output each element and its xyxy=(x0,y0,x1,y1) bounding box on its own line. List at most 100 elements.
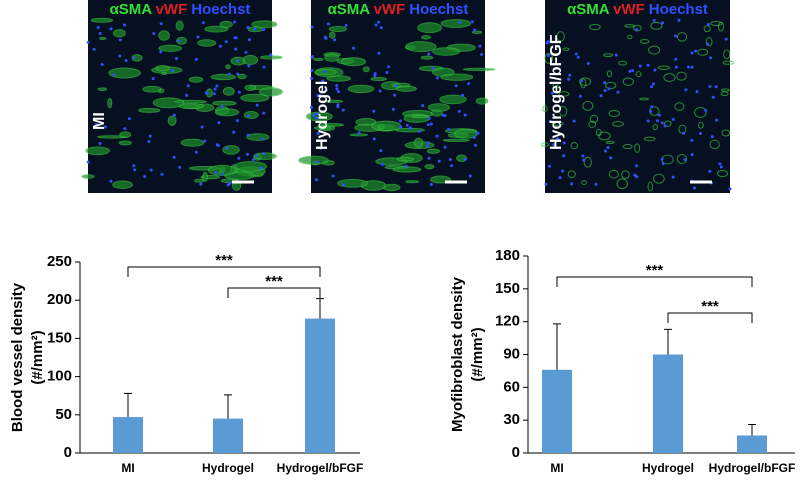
nucleus xyxy=(200,125,204,129)
cell xyxy=(709,139,720,150)
nucleus xyxy=(310,25,314,29)
nucleus xyxy=(427,52,431,56)
cell xyxy=(107,98,113,109)
cell xyxy=(558,91,570,97)
cell xyxy=(219,20,233,29)
y-tick-label: 120 xyxy=(495,313,520,330)
nucleus xyxy=(562,141,566,145)
cell xyxy=(324,53,340,62)
cell xyxy=(639,38,650,44)
micrograph xyxy=(545,0,730,193)
cell xyxy=(710,21,723,26)
cell xyxy=(567,170,576,179)
cell xyxy=(622,77,634,86)
nucleus xyxy=(692,186,696,190)
nucleus xyxy=(660,157,664,161)
cell xyxy=(142,85,162,93)
nucleus xyxy=(715,118,719,122)
x-tick-label: MI xyxy=(121,461,134,475)
error-bar xyxy=(124,392,132,418)
nucleus xyxy=(148,134,152,138)
nucleus xyxy=(463,113,467,117)
nucleus xyxy=(458,20,462,24)
nucleus xyxy=(435,134,439,138)
nucleus xyxy=(235,119,239,123)
y-axis-label: Blood vessel density xyxy=(9,282,26,432)
cell xyxy=(674,102,685,111)
x-tick-label: MI xyxy=(550,461,563,475)
nucleus xyxy=(246,26,250,30)
nucleus xyxy=(344,24,348,28)
nucleus xyxy=(704,108,708,112)
nucleus xyxy=(215,143,219,147)
nucleus xyxy=(372,109,376,113)
nucleus xyxy=(426,123,430,127)
nucleus xyxy=(118,38,122,42)
nucleus xyxy=(429,183,433,187)
nucleus xyxy=(561,169,565,173)
nucleus xyxy=(94,122,98,126)
y-tick-label: 250 xyxy=(47,253,72,270)
nucleus xyxy=(236,59,240,63)
nucleus xyxy=(318,93,322,97)
cell xyxy=(723,49,731,60)
nucleus xyxy=(379,26,383,30)
cell xyxy=(608,169,619,179)
nucleus xyxy=(656,119,660,123)
nucleus xyxy=(718,162,722,166)
nucleus xyxy=(694,49,698,53)
cell xyxy=(552,81,559,92)
cell xyxy=(119,131,132,139)
nucleus xyxy=(719,165,723,169)
nucleus xyxy=(711,95,715,99)
nucleus xyxy=(674,65,678,69)
nucleus xyxy=(607,87,611,91)
cell xyxy=(622,143,633,150)
nucleus xyxy=(341,183,345,187)
significance-bracket xyxy=(227,287,321,298)
bar xyxy=(305,318,335,453)
nucleus xyxy=(321,79,325,83)
cell xyxy=(323,99,343,103)
nucleus xyxy=(633,173,637,177)
nucleus xyxy=(372,137,376,141)
cell xyxy=(589,23,601,31)
nucleus xyxy=(127,117,131,121)
nucleus xyxy=(244,50,248,54)
nucleus xyxy=(199,182,203,186)
nucleus xyxy=(674,57,678,61)
nucleus xyxy=(335,84,339,88)
cell xyxy=(442,138,470,142)
nucleus xyxy=(690,51,694,55)
y-tick-label: 100 xyxy=(47,368,72,385)
cell xyxy=(424,164,435,170)
cell xyxy=(647,181,654,192)
cell xyxy=(118,140,132,146)
nucleus xyxy=(335,87,339,91)
x-tick-label: Hydrogel/bFGF xyxy=(277,461,364,475)
nucleus xyxy=(663,124,667,128)
nucleus xyxy=(570,182,574,186)
nucleus xyxy=(311,55,315,59)
nucleus xyxy=(580,79,584,83)
cell xyxy=(97,87,107,91)
nucleus xyxy=(213,171,217,175)
cell xyxy=(540,142,550,147)
nucleus xyxy=(341,108,345,112)
y-tick-label: 60 xyxy=(503,378,520,395)
cell xyxy=(551,121,564,126)
error-bar xyxy=(224,394,232,419)
panel-label: Hydrogel xyxy=(314,81,331,150)
nucleus xyxy=(574,52,578,56)
nucleus xyxy=(394,84,398,88)
nucleus xyxy=(690,65,694,69)
cell xyxy=(627,34,633,40)
y-tick-label: 90 xyxy=(503,345,520,362)
cell xyxy=(559,105,568,117)
cell xyxy=(580,78,587,89)
cell xyxy=(663,73,676,82)
cell xyxy=(721,88,730,92)
y-tick-label: 180 xyxy=(495,247,520,264)
cell xyxy=(721,129,731,137)
y-tick-label: 30 xyxy=(503,411,520,428)
